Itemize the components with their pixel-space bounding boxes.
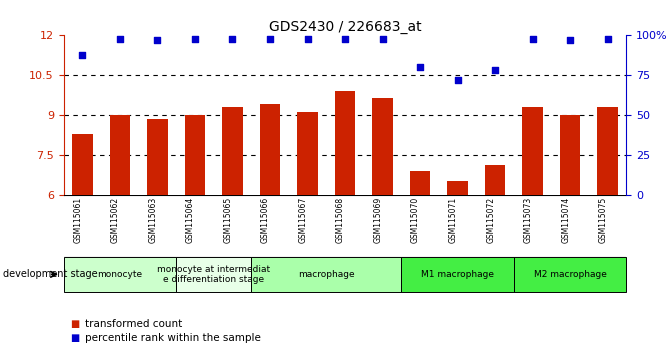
Text: ■: ■ [70,333,80,343]
Text: M1 macrophage: M1 macrophage [421,270,494,279]
Bar [176,257,251,292]
Point [152,37,163,43]
Title: GDS2430 / 226683_at: GDS2430 / 226683_at [269,21,421,34]
Bar [147,119,168,195]
Bar [110,115,130,195]
Point [227,36,238,41]
Bar [373,98,393,195]
Text: GSM115061: GSM115061 [74,196,82,243]
Bar [401,257,514,292]
Bar [222,107,243,195]
Text: GSM115073: GSM115073 [524,196,533,243]
Bar [297,113,318,195]
Point [115,36,125,41]
Point [565,37,576,43]
Text: macrophage: macrophage [298,270,354,279]
Text: GSM115071: GSM115071 [449,196,458,243]
Bar [514,257,626,292]
Point [190,36,200,41]
Bar [523,107,543,195]
Point [302,36,313,41]
Point [77,52,88,57]
Bar [598,107,618,195]
Text: development stage: development stage [3,269,98,279]
Text: GSM115070: GSM115070 [411,196,420,243]
Text: GSM115063: GSM115063 [149,196,157,243]
Text: monocyte at intermediat
e differentiation stage: monocyte at intermediat e differentiatio… [157,265,270,284]
Bar [260,104,280,195]
Bar [185,115,205,195]
Bar [64,257,176,292]
Text: monocyte: monocyte [97,270,143,279]
Text: GSM115074: GSM115074 [561,196,570,243]
Text: GSM115075: GSM115075 [599,196,608,243]
Bar [335,91,355,195]
Text: percentile rank within the sample: percentile rank within the sample [85,333,261,343]
Text: transformed count: transformed count [85,319,182,329]
Point [415,64,425,70]
Text: GSM115067: GSM115067 [299,196,308,243]
Text: GSM115068: GSM115068 [336,196,345,243]
Bar [410,171,430,195]
Point [602,36,613,41]
Bar [448,181,468,195]
Bar [560,115,580,195]
Point [527,36,538,41]
Text: ■: ■ [70,319,80,329]
Text: GSM115066: GSM115066 [261,196,270,243]
Text: GSM115069: GSM115069 [374,196,383,243]
Point [490,68,500,73]
Point [340,36,350,41]
Bar [251,257,401,292]
Text: M2 macrophage: M2 macrophage [534,270,606,279]
Point [377,36,388,41]
Bar [485,166,505,195]
Text: GSM115065: GSM115065 [224,196,232,243]
Text: GSM115064: GSM115064 [186,196,195,243]
Point [265,36,275,41]
Bar [72,133,92,195]
Text: GSM115072: GSM115072 [486,196,495,243]
Text: GSM115062: GSM115062 [111,196,120,243]
Point [452,77,463,83]
